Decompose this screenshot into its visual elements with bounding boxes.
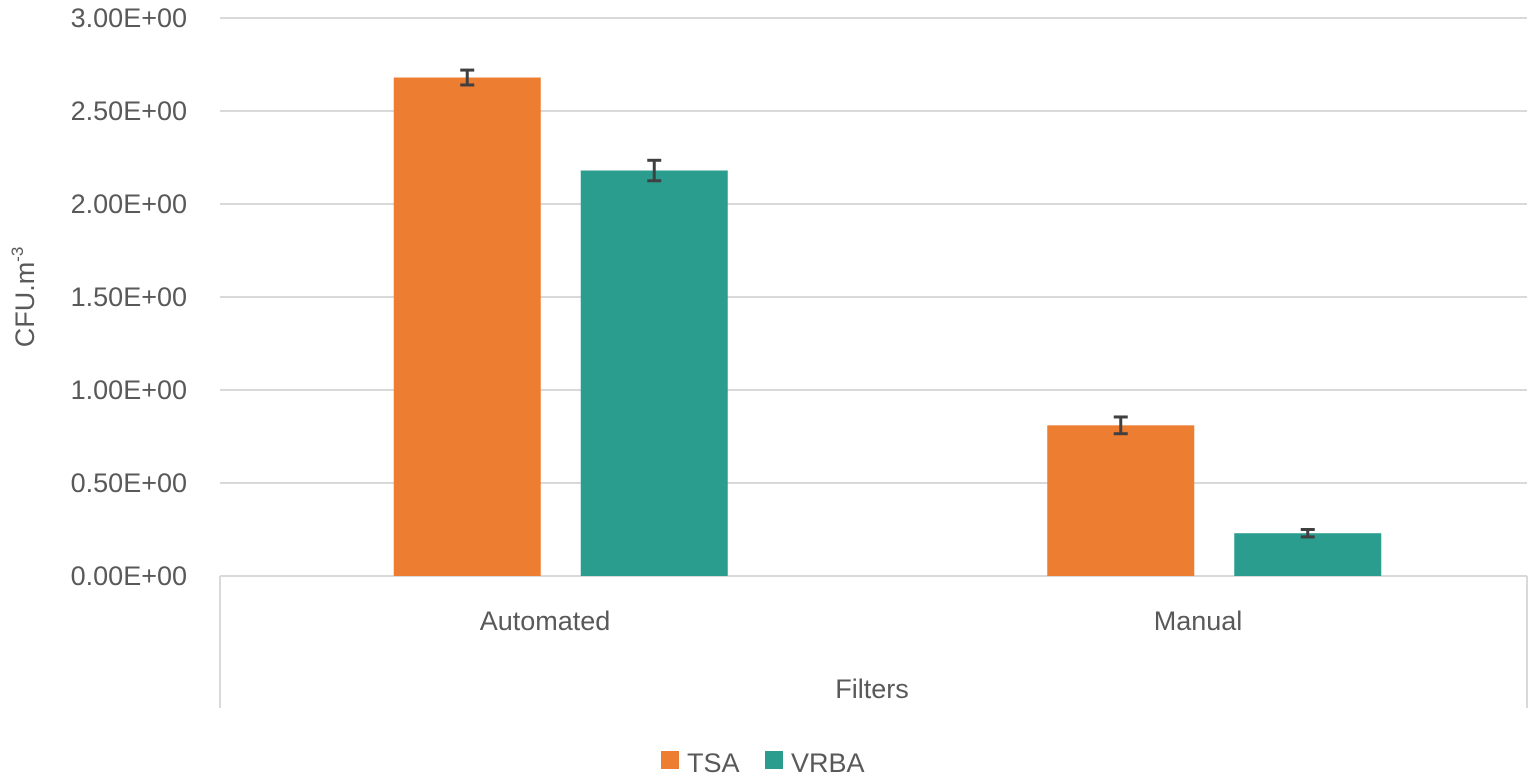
error-bar: [460, 68, 475, 87]
x-axis-categories: Automated Manual: [480, 606, 1243, 636]
legend-item-vrba: VRBA: [765, 748, 865, 778]
y-axis-title-base: CFU.m: [10, 262, 40, 347]
y-axis-title: CFU.m-3: [8, 247, 40, 348]
error-bar: [647, 158, 662, 183]
y-tick-label: 2.00E+00: [71, 189, 187, 219]
legend-item-tsa: TSA: [661, 748, 740, 778]
bars: [393, 77, 1382, 577]
error-bars: [460, 68, 1315, 539]
y-axis-title-superscript: -3: [8, 247, 27, 262]
y-axis-ticks: 0.00E+00 0.50E+00 1.00E+00 1.50E+00 2.00E+00…: [71, 3, 187, 591]
y-tick-label: 3.00E+00: [71, 3, 187, 33]
y-tick-label: 2.50E+00: [71, 96, 187, 126]
legend-label: VRBA: [791, 748, 865, 778]
bar-vrba-automated: [580, 170, 728, 576]
legend-swatch: [765, 751, 783, 769]
legend: TSA VRBA: [661, 748, 865, 778]
y-tick-label: 1.00E+00: [71, 375, 187, 405]
y-tick-label: 0.00E+00: [71, 561, 187, 591]
error-bar: [1113, 415, 1128, 436]
error-bar: [1300, 528, 1315, 539]
y-tick-label: 1.50E+00: [71, 282, 187, 312]
x-axis-title: Filters: [835, 674, 909, 704]
legend-label: TSA: [687, 748, 740, 778]
y-tick-label: 0.50E+00: [71, 468, 187, 498]
bar-tsa-manual: [1047, 425, 1195, 576]
x-category-label: Automated: [480, 606, 611, 636]
x-category-label: Manual: [1154, 606, 1243, 636]
bar-tsa-automated: [393, 77, 541, 577]
legend-swatch: [661, 751, 679, 769]
bar-vrba-manual: [1234, 533, 1382, 576]
